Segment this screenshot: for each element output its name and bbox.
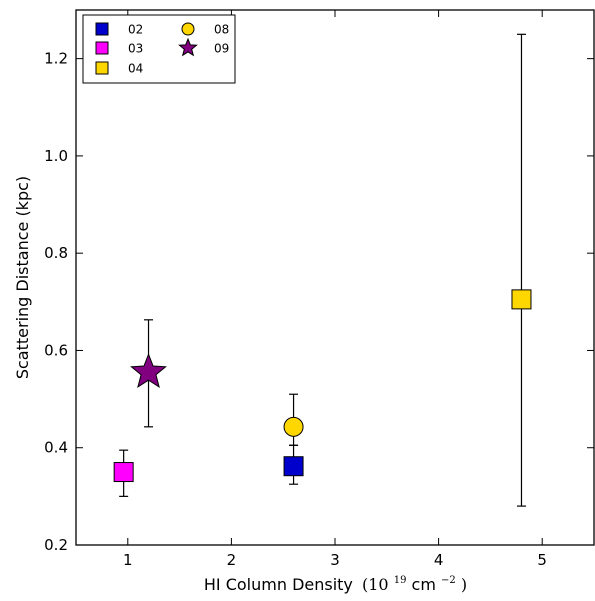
x-axis-label-exp2: −2 bbox=[441, 575, 456, 586]
legend-label-02: 02 bbox=[128, 23, 143, 37]
plot-frame bbox=[75, 9, 595, 546]
legend-label-04: 04 bbox=[128, 62, 143, 76]
x-tick-label: 2 bbox=[227, 551, 237, 569]
legend-marker-03 bbox=[95, 41, 109, 55]
x-tick-label: 3 bbox=[330, 551, 340, 569]
data-point-02 bbox=[283, 456, 304, 477]
y-tick-label: 0.2 bbox=[44, 536, 68, 554]
y-axis-label: Scattering Distance (kpc) bbox=[13, 176, 32, 379]
data-point-03 bbox=[113, 462, 134, 483]
x-tick-label: 5 bbox=[537, 551, 547, 569]
legend-label-08: 08 bbox=[214, 23, 229, 37]
legend-marker-09 bbox=[178, 37, 198, 57]
x-tick-label: 1 bbox=[123, 551, 133, 569]
data-point-09 bbox=[130, 352, 167, 389]
y-tick-label: 0.4 bbox=[44, 439, 68, 457]
y-tick-label: 1.0 bbox=[44, 147, 68, 165]
x-axis-label-text: HI Column Density bbox=[204, 575, 353, 594]
data-point-08 bbox=[283, 416, 304, 437]
legend-marker-04 bbox=[95, 61, 109, 75]
data-point-04 bbox=[511, 289, 532, 310]
y-tick-label: 0.6 bbox=[44, 341, 68, 359]
error-bars bbox=[119, 33, 526, 507]
y-tick-label: 1.2 bbox=[44, 50, 68, 68]
x-axis-label: HI Column Density (10 19 cm −2 ) bbox=[204, 568, 467, 594]
legend: 02 03 04 08 09 bbox=[82, 14, 236, 84]
x-axis-label-unit2: cm bbox=[412, 575, 436, 594]
y-tick-label: 0.8 bbox=[44, 244, 68, 262]
x-tick-label: 4 bbox=[434, 551, 444, 569]
x-axis-label-unit: (10 bbox=[362, 575, 389, 594]
legend-marker-08 bbox=[181, 22, 195, 36]
legend-label-09: 09 bbox=[214, 42, 229, 56]
legend-marker-02 bbox=[95, 22, 109, 36]
data-markers bbox=[113, 289, 532, 483]
legend-label-03: 03 bbox=[128, 42, 143, 56]
x-axis-label-close: ) bbox=[461, 575, 467, 594]
axis-ticks: 1 2 3 4 5 0.2 0.4 0.6 0.8 1.0 1.2 bbox=[44, 10, 594, 569]
x-axis-label-exp: 19 bbox=[394, 575, 407, 586]
